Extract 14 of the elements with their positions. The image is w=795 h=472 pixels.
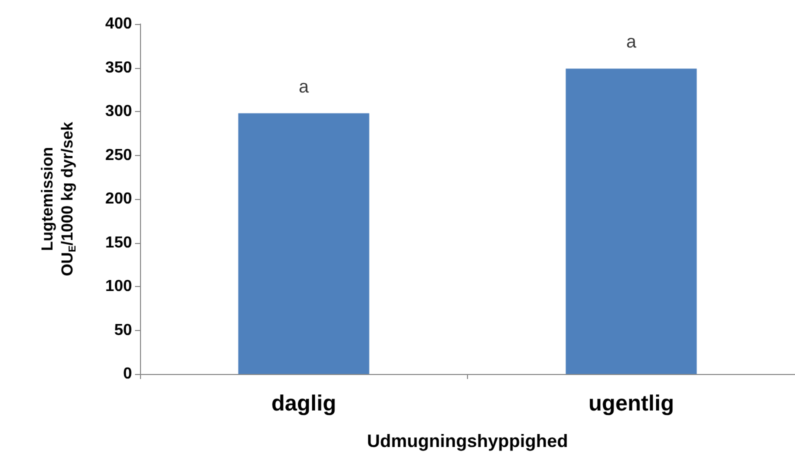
y-tick-label: 300: [105, 103, 132, 120]
y-tick-label: 400: [105, 16, 132, 32]
x-tick-label: ugentlig: [588, 390, 674, 416]
y-tick-label: 0: [123, 366, 132, 382]
y-tick-label: 250: [105, 146, 132, 164]
y-tick-label: 150: [105, 234, 132, 252]
x-tick-label: daglig: [271, 390, 336, 416]
annotation: a: [626, 32, 638, 52]
annotation: a: [298, 76, 310, 96]
y-tick-label: 50: [114, 322, 132, 339]
y-tick-label: 200: [105, 190, 132, 208]
y-tick-label: 350: [105, 59, 132, 76]
x-axis-title: Udmugningshyppighed: [367, 431, 568, 451]
y-tick-label: 100: [105, 278, 132, 295]
